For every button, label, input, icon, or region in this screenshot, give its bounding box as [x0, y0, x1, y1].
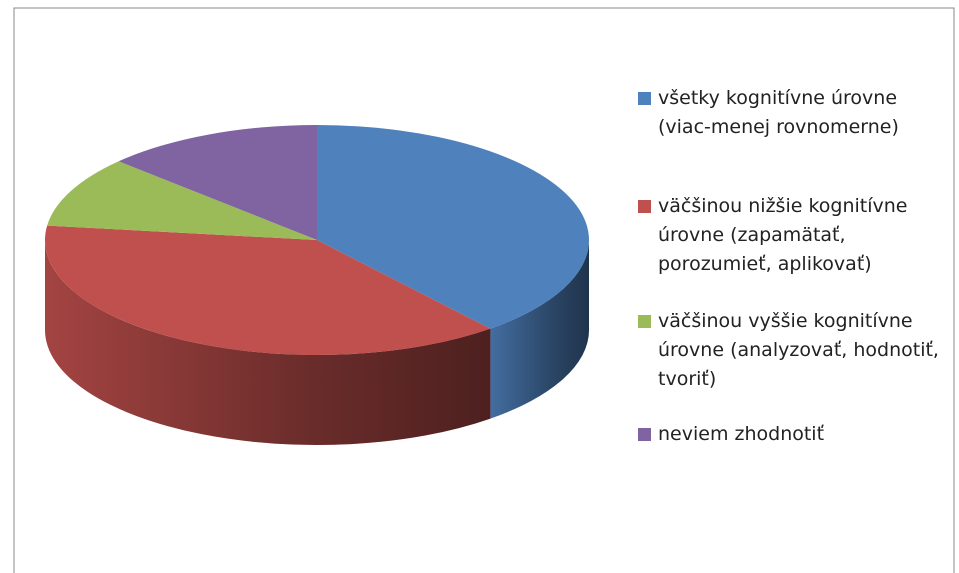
legend-swatch — [638, 315, 651, 328]
legend-label: väčšinou vyššie kognitívne úrovne (analy… — [658, 310, 939, 390]
pie — [44, 124, 590, 446]
legend-item: neviem zhodnotiť — [638, 420, 956, 449]
legend-item: všetky kognitívne úrovne (viac-menej rov… — [638, 84, 956, 142]
legend-swatch — [638, 200, 651, 213]
legend-label: všetky kognitívne úrovne (viac-menej rov… — [658, 87, 899, 138]
legend-label: neviem zhodnotiť — [658, 423, 825, 445]
slice-side-shade — [490, 240, 589, 419]
slice-side-shade — [45, 240, 491, 446]
slice — [44, 225, 491, 356]
slice — [317, 124, 590, 329]
legend-label: väčšinou nižšie kognitívne úrovne (zapam… — [658, 195, 908, 275]
legend-swatch — [638, 92, 651, 105]
slice — [118, 125, 317, 240]
legend-item: väčšinou nižšie kognitívne úrovne (zapam… — [638, 192, 956, 279]
slice — [47, 161, 317, 240]
legend-swatch — [638, 428, 651, 441]
frame — [13, 7, 955, 573]
legend-item: väčšinou vyššie kognitívne úrovne (analy… — [638, 307, 956, 394]
